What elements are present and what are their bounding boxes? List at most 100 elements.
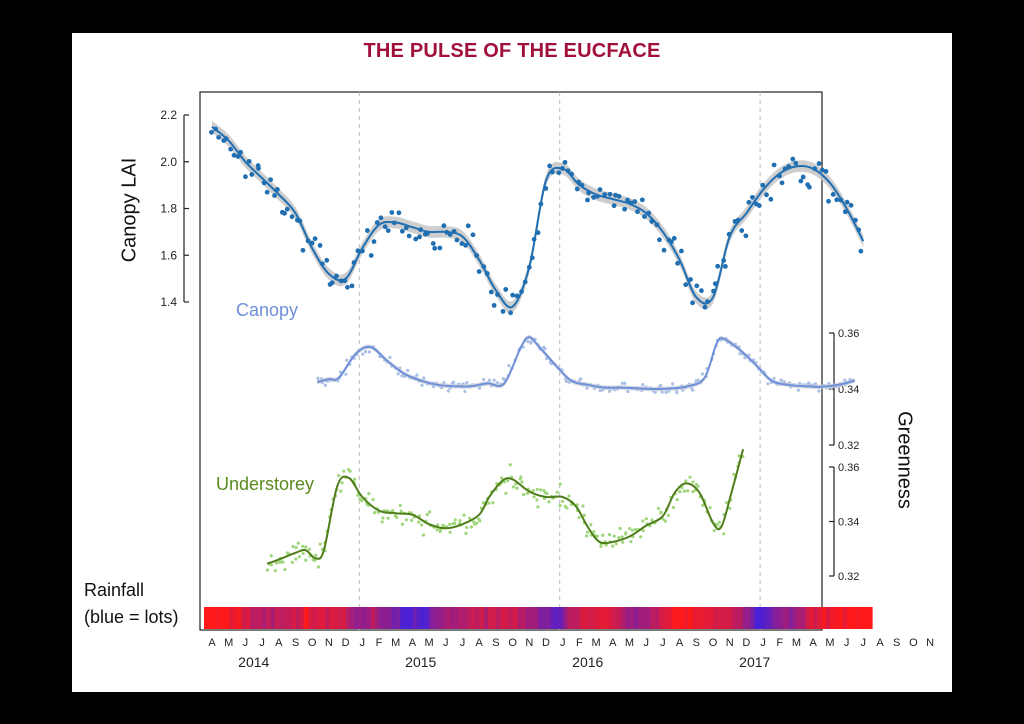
lai-point [574, 186, 580, 192]
understorey-point [304, 558, 308, 562]
rainfall-cell [366, 607, 372, 629]
month-tick-label: O [308, 637, 317, 649]
canopy-point [477, 386, 482, 390]
canopy-point [415, 373, 419, 377]
understorey-point [307, 547, 311, 551]
understorey-point [531, 489, 535, 493]
understorey-point [269, 563, 274, 567]
month-tick-label: A [810, 637, 818, 649]
lai-point [389, 210, 395, 215]
lai-point [503, 287, 509, 292]
lai-point [823, 168, 829, 174]
understorey-point [715, 523, 719, 527]
canopy-tick-label: 0.32 [838, 440, 859, 452]
rainfall-cell [483, 607, 489, 629]
lai-point [547, 163, 553, 169]
month-tick-label: J [643, 637, 649, 649]
month-tick-label: J [360, 637, 366, 649]
rainfall-strip [204, 607, 873, 629]
understorey-point [441, 523, 445, 527]
rainfall-cell [274, 607, 280, 629]
lai-point [349, 283, 355, 289]
understorey-point [491, 501, 495, 505]
rainfall-cell [429, 607, 435, 629]
rainfall-cell [817, 607, 823, 629]
month-tick-label: D [542, 637, 550, 649]
understorey-point [633, 527, 638, 532]
lai-point [688, 277, 693, 282]
canopy-point [507, 364, 511, 368]
rainfall-cell [851, 607, 856, 629]
rainfall-cell [496, 607, 502, 629]
understorey-point [712, 528, 716, 533]
lai-point [616, 193, 622, 199]
canopy-point [367, 350, 372, 354]
canopy-point [660, 390, 664, 394]
rainfall-cell [454, 607, 460, 629]
canopy-point [529, 340, 533, 344]
understorey-point [582, 513, 586, 517]
rainfall-cell [462, 607, 468, 629]
rainfall-cell [412, 607, 418, 629]
rainfall-cell [216, 607, 222, 629]
lai-point [368, 253, 374, 258]
lai-point [317, 243, 323, 248]
rainfall-cell [525, 607, 531, 629]
understorey-point [581, 504, 585, 508]
canopy-tick-label: 0.34 [838, 384, 859, 396]
rainfall-cell [705, 607, 710, 629]
rainfall-cell [266, 607, 272, 629]
slide-background [72, 33, 952, 692]
understorey-point [398, 503, 402, 508]
understorey-point [717, 520, 722, 524]
canopy-point [598, 389, 602, 393]
understorey-point [621, 540, 625, 544]
rainfall-cell [638, 607, 643, 629]
rainfall-cell [663, 607, 669, 629]
understorey-point [558, 482, 562, 486]
lai-point [289, 214, 295, 220]
rainfall-cell [642, 607, 648, 629]
understorey-point [519, 475, 523, 479]
year-tick-label: 2015 [405, 654, 436, 670]
understorey-point [297, 555, 302, 559]
understorey-point [656, 506, 661, 511]
understorey-point [371, 497, 375, 502]
rainfall-cell [592, 607, 598, 629]
lai-point [675, 260, 681, 266]
rainfall-cell [809, 607, 815, 629]
rainfall-cell [659, 607, 664, 629]
month-tick-label: D [742, 637, 750, 649]
rainfall-cell [224, 607, 230, 629]
understorey-point [538, 488, 543, 492]
rainfall-cell [208, 607, 213, 629]
understorey-point [565, 506, 569, 510]
rainfall-cell [446, 607, 451, 629]
month-tick-label: M [625, 637, 634, 649]
rainfall-cell [416, 607, 422, 629]
lai-point [858, 248, 864, 254]
lai-point [771, 162, 777, 168]
year-tick-label: 2016 [572, 654, 603, 670]
lai-point [642, 214, 647, 219]
lai-point [790, 156, 796, 162]
rainfall-cell [475, 607, 481, 629]
lai-point [508, 310, 513, 316]
understorey-point [316, 565, 321, 569]
chart-title: THE PULSE OF THE EUCFACE [363, 40, 661, 62]
understorey-point [435, 528, 439, 532]
lai-point [625, 197, 630, 203]
month-tick-label: J [760, 637, 766, 649]
understorey-point [304, 545, 308, 549]
canopy-point [653, 390, 657, 394]
understorey-point [462, 513, 466, 517]
understorey-point [639, 535, 643, 539]
month-tick-label: J [660, 637, 666, 649]
rainfall-cell [792, 607, 798, 629]
rainfall-cell [233, 607, 238, 629]
lai-point [510, 292, 516, 298]
rainfall-cell [542, 607, 547, 629]
rainfall-cell [479, 607, 485, 629]
month-tick-label: J [861, 637, 867, 649]
